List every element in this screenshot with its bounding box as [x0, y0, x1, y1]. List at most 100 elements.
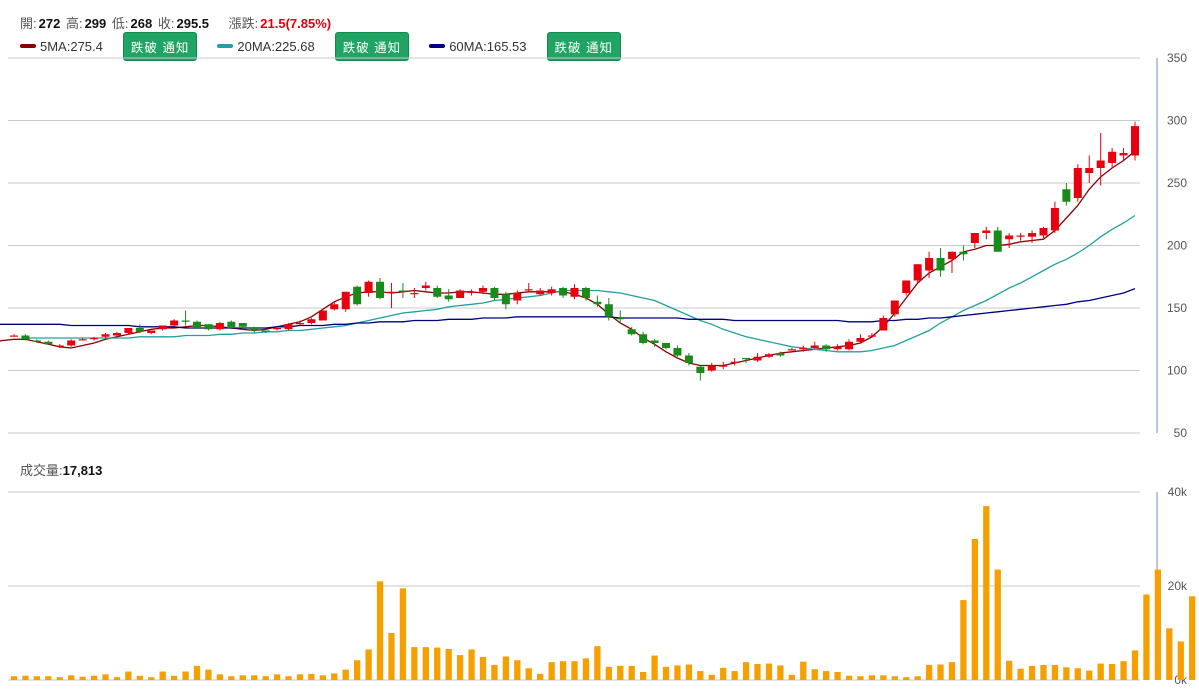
candlesticks	[9, 121, 1140, 381]
candlestick	[684, 353, 693, 366]
volume-bar	[159, 671, 166, 680]
volume-bar	[937, 664, 944, 680]
volume-bar	[125, 671, 132, 680]
candlestick	[55, 344, 64, 348]
candlestick	[67, 339, 76, 347]
volume-bar	[113, 677, 121, 680]
candlestick	[1119, 148, 1128, 161]
ma-legend-row: 5MA:275.4 跌破 通知 20MA:225.68 跌破 通知 60MA:1…	[20, 31, 641, 61]
volume-bar	[720, 667, 727, 680]
volume-bar	[468, 649, 475, 680]
volume-bar	[1051, 664, 1059, 680]
candlestick	[639, 331, 648, 345]
candlestick	[490, 286, 499, 301]
volume-bar	[1063, 667, 1070, 680]
candlestick	[730, 358, 739, 366]
ma60-alert-button[interactable]: 跌破 通知	[546, 31, 622, 61]
volume-bar	[765, 663, 773, 680]
candlestick	[925, 251, 934, 278]
ma20-alert-button[interactable]: 跌破 通知	[334, 31, 410, 61]
candlestick	[433, 285, 442, 298]
high-label: 高:	[65, 16, 83, 31]
volume-value: 17,813	[62, 463, 103, 478]
volume-bar	[491, 664, 498, 680]
volume-bar	[559, 661, 567, 680]
candlestick	[215, 321, 224, 331]
volume-bar	[834, 672, 841, 680]
volume-bar	[1143, 594, 1150, 680]
candlestick	[1039, 226, 1048, 238]
volume-bar	[548, 662, 555, 680]
volume-bar	[136, 675, 143, 680]
volume-bar	[296, 674, 304, 680]
candlestick	[662, 343, 671, 350]
volume-bar	[388, 633, 395, 680]
candlestick	[238, 323, 247, 330]
candlestick	[101, 333, 110, 338]
volume-bar	[308, 673, 315, 680]
candlestick	[170, 319, 179, 327]
candlestick	[822, 344, 831, 352]
volume-bar	[582, 658, 590, 680]
volume-bar	[811, 669, 818, 680]
volume-bar	[651, 655, 658, 680]
ma-legend-60: 60MA:165.53 跌破 通知	[429, 31, 622, 61]
candlestick	[707, 363, 716, 372]
candlestick	[444, 289, 453, 302]
high-value: 299	[84, 16, 107, 31]
candlestick	[787, 348, 796, 351]
volume-bar	[903, 677, 910, 680]
volume-bar	[411, 647, 418, 680]
volume-bar	[742, 662, 750, 680]
candlestick	[261, 330, 270, 333]
candlestick	[318, 310, 327, 321]
volume-bar	[1097, 663, 1104, 680]
volume-label: 成交量:	[20, 463, 63, 478]
candlestick	[398, 283, 407, 298]
candlestick	[204, 324, 213, 331]
volume-bar	[1074, 668, 1081, 680]
candlestick	[902, 280, 911, 296]
volume-bar	[662, 666, 670, 680]
candlestick	[32, 339, 41, 343]
volume-bar	[456, 655, 464, 680]
ma5-alert-button[interactable]: 跌破 通知	[122, 31, 198, 61]
candlestick	[1016, 233, 1025, 241]
ma-line-60ma	[0, 287, 1136, 329]
volume-bar	[617, 665, 624, 680]
candlestick	[250, 326, 259, 333]
candlestick	[513, 290, 522, 305]
volume-bar	[251, 675, 258, 680]
volume-bar	[182, 671, 189, 680]
candlestick	[1085, 155, 1094, 183]
price-tick-label: 50	[1174, 426, 1188, 440]
low-value: 268	[130, 16, 153, 31]
ma60-swatch	[429, 44, 446, 48]
candlestick	[867, 333, 876, 338]
volume-bar	[1131, 650, 1139, 680]
candlestick	[559, 286, 568, 298]
candlestick	[776, 351, 785, 357]
volume-bar	[216, 674, 224, 680]
volume-bar	[674, 665, 681, 680]
candlestick	[21, 334, 30, 341]
price-tick-label: 200	[1167, 239, 1187, 253]
candlestick	[627, 326, 636, 336]
candlestick	[570, 284, 579, 300]
candlestick	[9, 334, 19, 337]
price-tick-label: 150	[1167, 301, 1187, 315]
volume-bar	[56, 677, 63, 680]
volume-bar	[857, 676, 864, 680]
candlestick	[1028, 230, 1037, 243]
volume-bar	[788, 674, 795, 680]
candlestick	[90, 336, 99, 341]
volume-bar	[45, 676, 52, 680]
candlestick	[890, 300, 899, 317]
volume-bar	[365, 649, 372, 680]
volume-bar	[33, 676, 41, 680]
candlestick	[742, 358, 751, 363]
candlestick	[959, 245, 968, 261]
volume-bar	[1017, 668, 1024, 680]
candlestick	[421, 281, 430, 291]
